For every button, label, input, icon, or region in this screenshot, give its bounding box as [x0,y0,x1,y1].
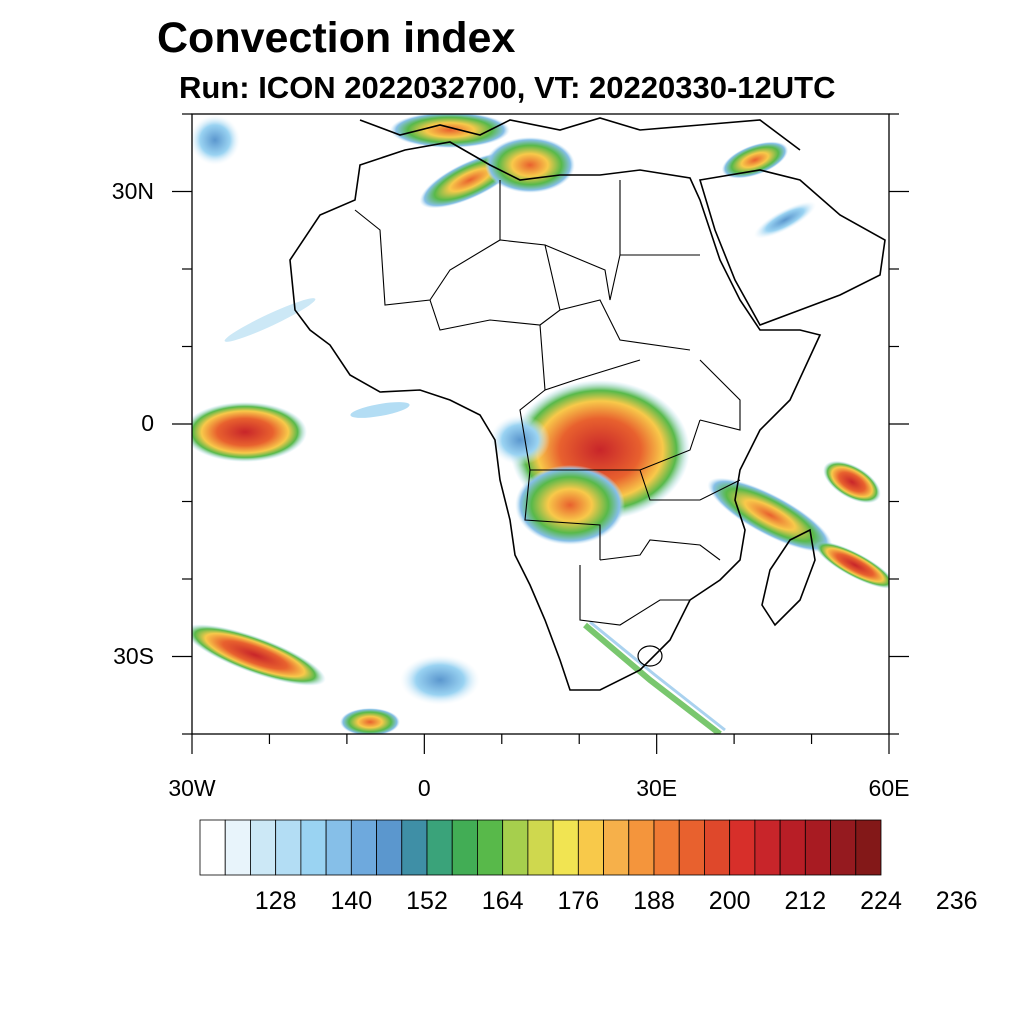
axis-ticks [172,113,909,754]
colorbar-box [603,819,630,876]
lon-label: 30W [168,775,216,801]
colorbar-box [577,819,604,876]
convection-cell-indian-ocean [823,460,881,504]
convection-streak-atlantic [350,402,410,418]
colorbar-label: 164 [481,887,524,915]
chart-title: Convection index [157,14,516,62]
colorbar-box [830,819,857,876]
europe-coast [359,117,801,151]
convection-cell-libya [485,137,575,193]
convection-band-south-atlantic [192,624,326,686]
colorbar-box [350,819,377,876]
colorbar-box [628,819,655,876]
colorbar-box [300,819,327,876]
colorbar-box [704,819,731,876]
colorbar-label: 128 [254,887,297,915]
convection-cell-middle-east [721,141,789,179]
arabia-outline [698,169,886,326]
colorbar-box [729,819,756,876]
colorbar-label: 152 [406,887,448,915]
colorbar-box [401,819,428,876]
africa-outline [289,141,822,691]
colorbar-box [275,819,302,876]
colorbar-label: 224 [860,887,902,915]
colorbar-box [779,819,806,876]
colorbar-label: 176 [557,887,600,915]
lon-label: 0 [417,775,431,801]
colorbar-box [250,819,277,876]
lat-label: 0 [141,410,154,436]
colorbar-label: 212 [784,887,827,915]
madagascar-outline [761,528,816,627]
convection-cell-south-atlantic-3 [400,655,480,705]
colorbar-box [325,819,352,876]
colorbar-box [855,819,882,876]
colorbar-box [653,819,680,876]
colorbar-box [224,819,251,876]
convection-band-arabia [753,201,817,239]
colorbar-box [426,819,453,876]
colorbar-box [678,819,705,876]
colorbar-box [199,819,226,876]
convection-cell-nw-corner [192,115,240,165]
convection-front-south-africa [583,622,722,734]
colorbar-box [376,819,403,876]
chart-subtitle: Run: ICON 2022032700, VT: 20220330-12UTC [179,70,836,105]
colorbar-box [804,819,831,876]
colorbar-label: 140 [330,887,373,915]
colorbar-box [451,819,478,876]
colorbar-box [527,819,554,876]
colorbar-label: 200 [708,887,751,915]
colorbar-box [754,819,781,876]
colorbar-box [502,819,529,876]
colorbar-box [477,819,504,876]
lon-label: 60E [868,775,910,801]
convection-cell-south-atlantic-2 [340,708,400,734]
colorbar-label: 188 [633,887,675,915]
lat-label: 30S [113,642,154,669]
convection-band-mozambique-channel [814,541,889,589]
country-borders [354,180,741,626]
lesotho-outline [637,645,663,667]
coastlines [289,117,886,691]
convection-cell-gulf-guinea [490,415,550,465]
lon-label: 30E [636,775,678,801]
colorbar-label: 236 [935,887,978,915]
convection-streak-west-africa [224,298,316,342]
convection-cell-mediterranean [390,114,510,148]
lat-label: 30N [111,177,154,204]
convection-cell-atlantic-equator [192,402,307,462]
colorbar-box [552,819,579,876]
